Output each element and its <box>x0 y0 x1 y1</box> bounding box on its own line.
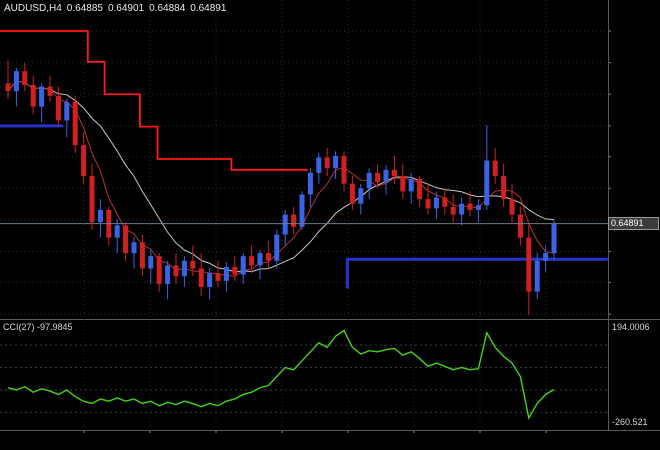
cci-axis: 1000.00-100-200 <box>608 0 660 430</box>
time-axis: 8 Nov 202412 Nov 00:0013 Nov 08:0014 Nov… <box>0 430 660 450</box>
open-value: 0.64885 <box>66 3 103 14</box>
pane-separator[interactable] <box>0 319 660 320</box>
cci-line <box>7 329 555 420</box>
support-line <box>345 257 608 289</box>
current-price-badge: 0.64891 <box>608 216 659 230</box>
time-axis-separator <box>0 430 660 431</box>
low-value: 0.64884 <box>149 3 186 14</box>
symbol-label: AUDUSD,H4 <box>4 3 62 14</box>
grid <box>0 0 611 433</box>
high-value: 0.64901 <box>107 3 145 14</box>
candlesticks <box>5 60 557 315</box>
cci-scale-top-label: 194.0006 <box>612 322 650 332</box>
close-value: 0.64891 <box>190 3 227 14</box>
ma-slow-line <box>7 80 555 273</box>
cci-indicator-label: CCI(27) -97.9845 <box>3 322 73 332</box>
price-axis-border <box>608 0 609 430</box>
cci-scale-bottom-label: -260.521 <box>612 417 648 427</box>
symbol-ohlc-header: AUDUSD,H4 0.64885 0.64901 0.64884 0.64891 <box>4 3 231 14</box>
step-trend-line <box>0 30 308 171</box>
